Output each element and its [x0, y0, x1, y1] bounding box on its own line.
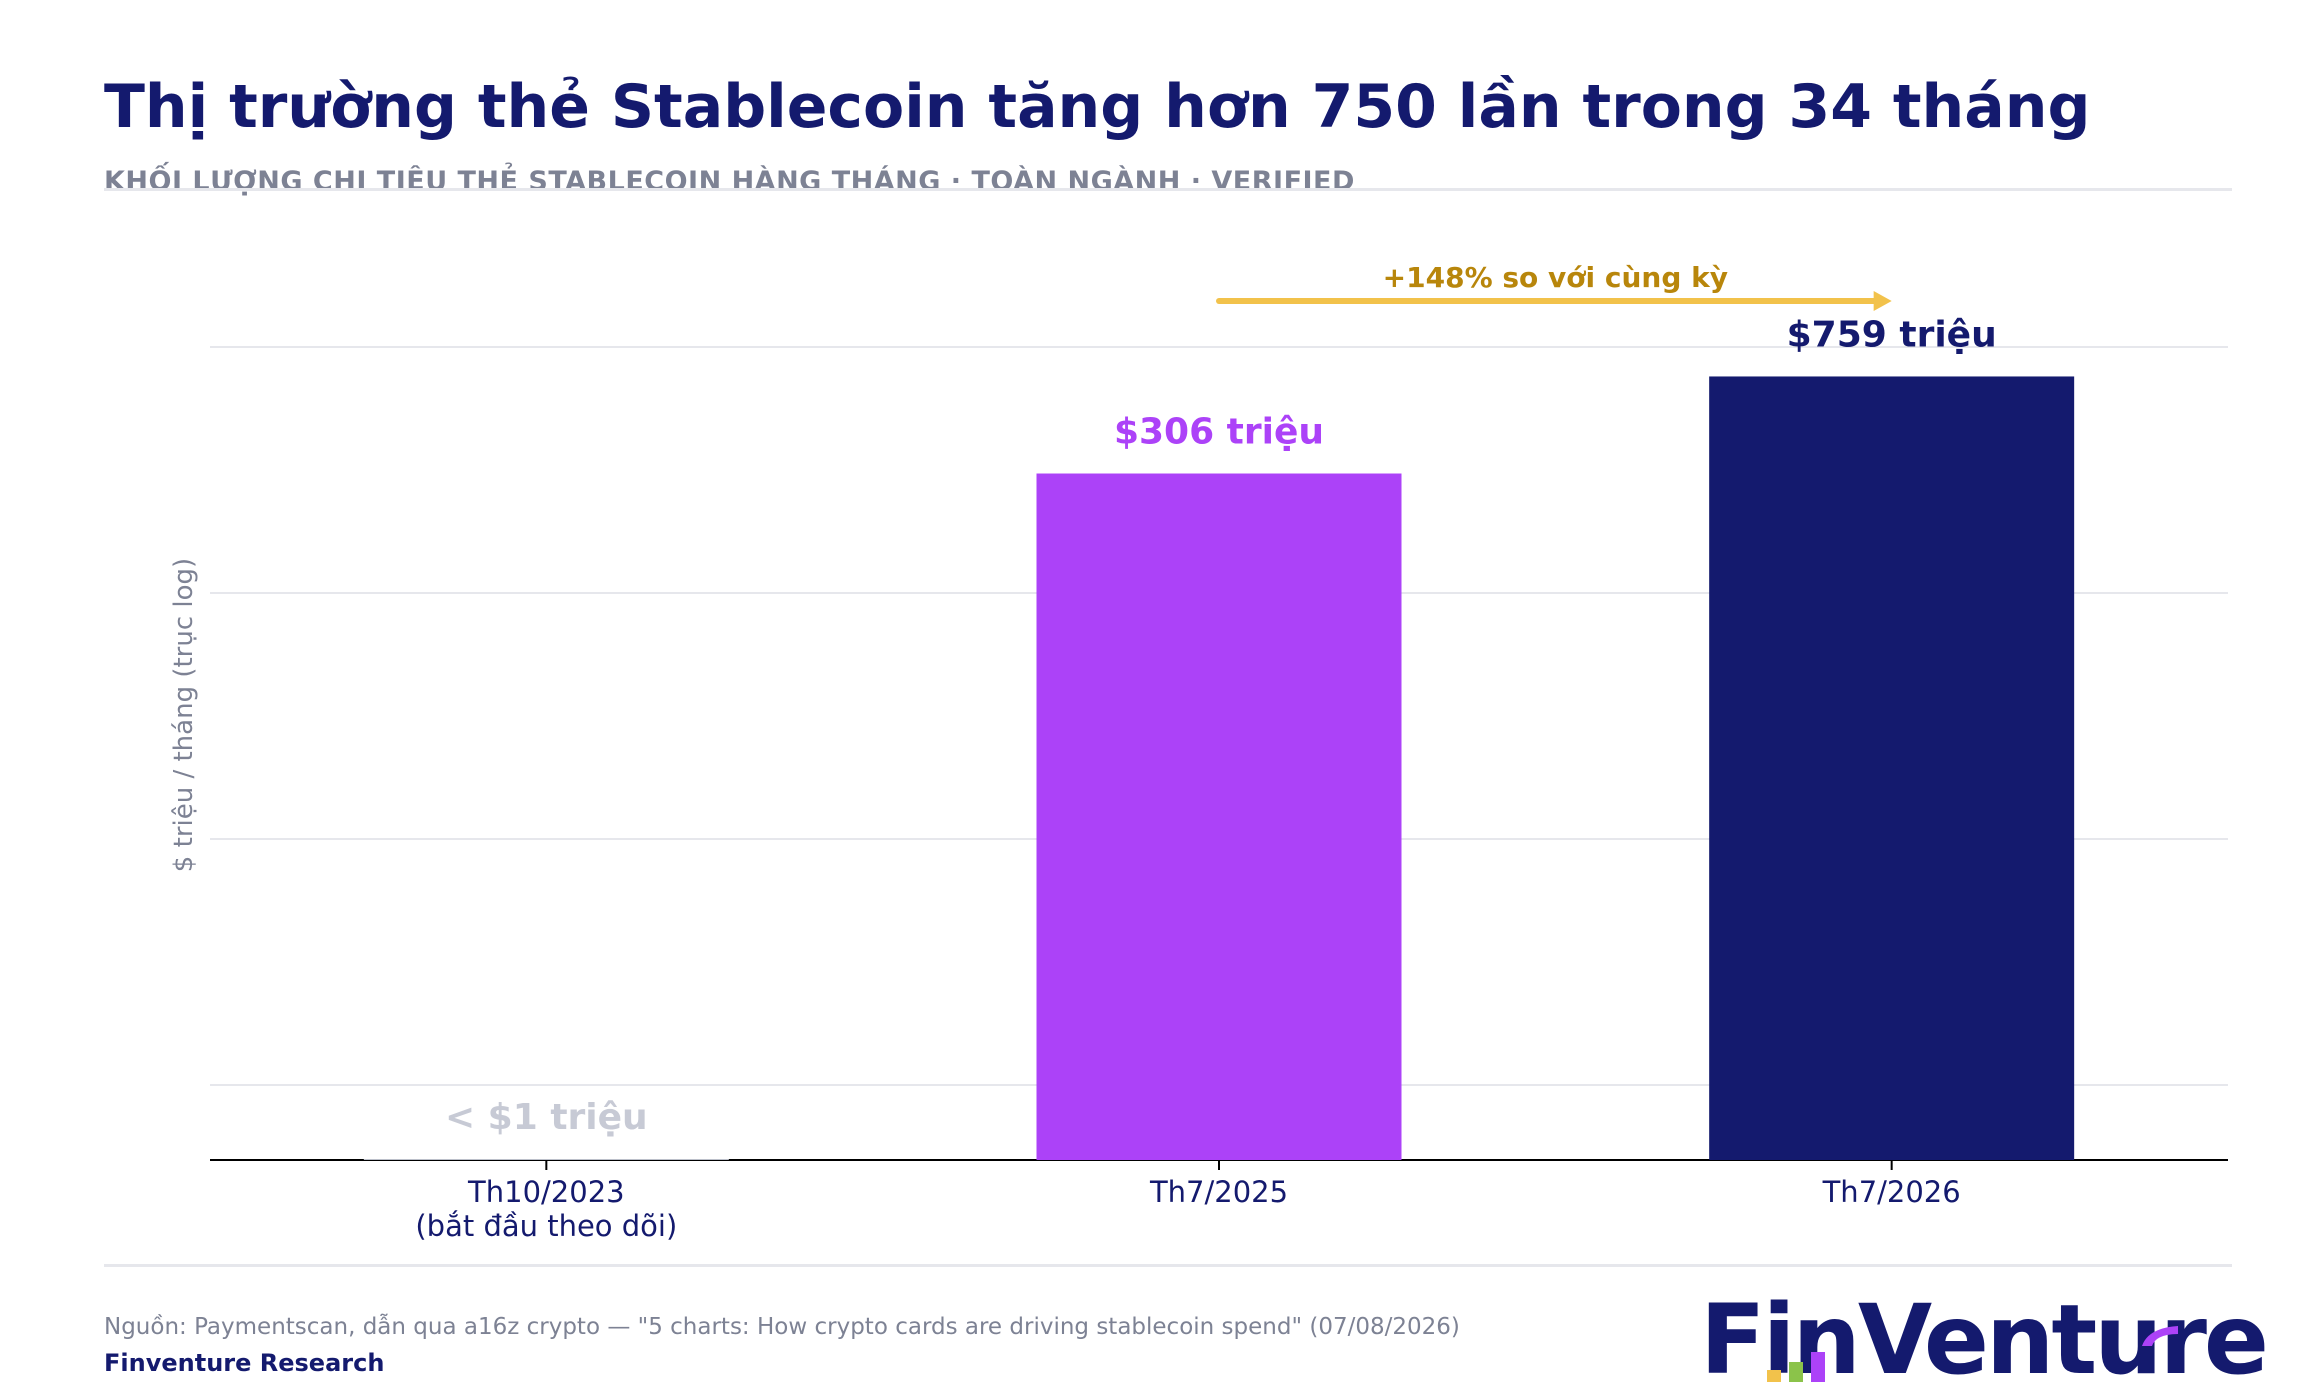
finventure-logo: FinVenture	[1700, 1290, 2269, 1390]
x-tick-label-2: Th7/2025	[1149, 1175, 1288, 1209]
x-tick-label-1: Th10/2023 (bắt đầu theo dõi)	[415, 1175, 677, 1243]
x-tick-label-line: (bắt đầu theo dõi)	[415, 1209, 677, 1243]
bar-3	[1709, 376, 2075, 1160]
x-tick-label-line: Th10/2023	[467, 1175, 625, 1209]
logo-bars-icon	[1767, 1352, 1825, 1382]
value-label-1: < $1 triệu	[445, 1097, 648, 1138]
bar-chart: $ triệu / tháng (trục log) < $1 triệu Th10…	[169, 261, 2228, 1243]
y-axis-label: $ triệu / tháng (trục log)	[169, 558, 199, 872]
source-note: Nguồn: Paymentscan, dẫn qua a16z crypto …	[104, 1314, 1460, 1340]
org-name: Finventure Research	[104, 1349, 385, 1377]
chart-subtitle: KHỐI LƯỢNG CHI TIÊU THẺ STABLECOIN HÀNG …	[104, 166, 1355, 197]
value-label-3: $759 triệu	[1787, 314, 1997, 355]
x-tick-label-line: Th7/2026	[1822, 1175, 1961, 1209]
x-tick-label-3: Th7/2026	[1822, 1175, 1961, 1209]
value-label-2: $306 triệu	[1114, 412, 1324, 453]
x-tick-label-line: Th7/2025	[1149, 1175, 1288, 1209]
logo-swoosh-icon	[2142, 1326, 2178, 1346]
bar-2	[1036, 473, 1402, 1160]
yoy-annotation-label: +148% so với cùng kỳ	[1383, 261, 1728, 294]
header-divider	[104, 188, 2232, 191]
chart-title: Thị trường thẻ Stablecoin tăng hơn 750 l…	[104, 72, 2091, 142]
yoy-arrow-head	[1873, 291, 1892, 311]
bar-1	[363, 1159, 729, 1160]
footer-divider	[104, 1264, 2232, 1267]
